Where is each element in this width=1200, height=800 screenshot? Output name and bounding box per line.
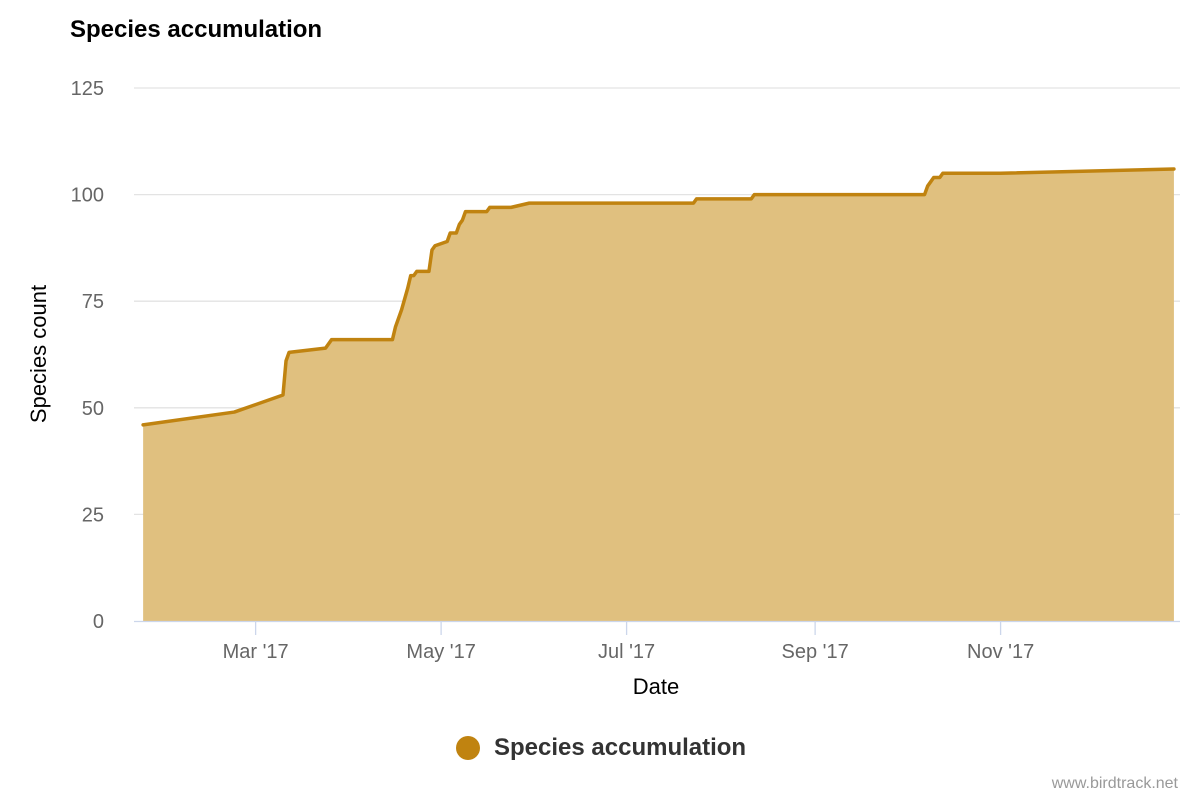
y-tick-label-125: 125 bbox=[71, 78, 104, 100]
data-point-1[interactable] bbox=[228, 406, 240, 418]
data-point-8[interactable] bbox=[390, 321, 402, 333]
y-tick-label-100: 100 bbox=[71, 185, 104, 207]
data-point-37[interactable] bbox=[995, 167, 1007, 179]
data-point-2[interactable] bbox=[277, 389, 289, 401]
legend-marker-icon bbox=[456, 736, 480, 760]
data-point-0[interactable] bbox=[137, 419, 149, 431]
data-point-26[interactable] bbox=[523, 197, 535, 209]
data-point-24[interactable] bbox=[484, 201, 496, 213]
x-tick-label-0: Mar '17 bbox=[223, 641, 289, 663]
legend-item-species-accumulation[interactable]: Species accumulation bbox=[456, 734, 746, 762]
credits-link[interactable]: www.birdtrack.net bbox=[1051, 775, 1178, 792]
y-tick-label-0: 0 bbox=[93, 611, 104, 633]
series-line[interactable] bbox=[141, 167, 1176, 427]
x-tick-label-1: May '17 bbox=[406, 641, 475, 663]
data-point-14[interactable] bbox=[423, 265, 435, 277]
data-point-13[interactable] bbox=[411, 265, 423, 277]
data-point-6[interactable] bbox=[326, 334, 338, 346]
y-tick-label-50: 50 bbox=[82, 398, 104, 420]
y-axis-title: Species count bbox=[26, 285, 51, 423]
series-area-layer bbox=[137, 163, 1180, 621]
chart-title: Species accumulation bbox=[70, 16, 323, 43]
x-tick-label-4: Nov '17 bbox=[967, 641, 1034, 663]
data-point-25[interactable] bbox=[505, 201, 517, 213]
x-axis-title: Date bbox=[633, 674, 679, 699]
y-tick-label-75: 75 bbox=[82, 291, 104, 313]
data-point-38[interactable] bbox=[1168, 163, 1180, 175]
data-point-36[interactable] bbox=[937, 167, 949, 179]
series-area-fill bbox=[143, 169, 1174, 621]
axes bbox=[134, 620, 1180, 635]
x-tick-labels: Mar '17 May '17 Jul '17 Sep '17 Nov '17 bbox=[223, 641, 1035, 663]
y-tick-labels: 0 25 50 75 100 125 bbox=[71, 78, 104, 633]
data-point-30[interactable] bbox=[748, 189, 760, 201]
data-point-28[interactable] bbox=[691, 193, 703, 205]
data-point-9[interactable] bbox=[396, 304, 408, 316]
x-tick-label-3: Sep '17 bbox=[782, 641, 849, 663]
data-point-10[interactable] bbox=[402, 282, 414, 294]
legend-label: Species accumulation bbox=[494, 734, 747, 761]
data-point-16[interactable] bbox=[429, 240, 441, 252]
data-point-7[interactable] bbox=[386, 334, 398, 346]
data-point-4[interactable] bbox=[283, 346, 295, 358]
x-tick-label-2: Jul '17 bbox=[598, 641, 655, 663]
data-point-22[interactable] bbox=[459, 206, 471, 218]
y-tick-label-25: 25 bbox=[82, 504, 104, 526]
